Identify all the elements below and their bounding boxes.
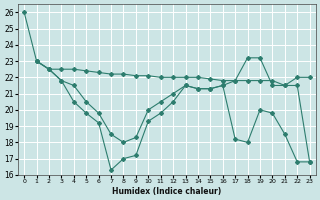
X-axis label: Humidex (Indice chaleur): Humidex (Indice chaleur) [112, 187, 221, 196]
